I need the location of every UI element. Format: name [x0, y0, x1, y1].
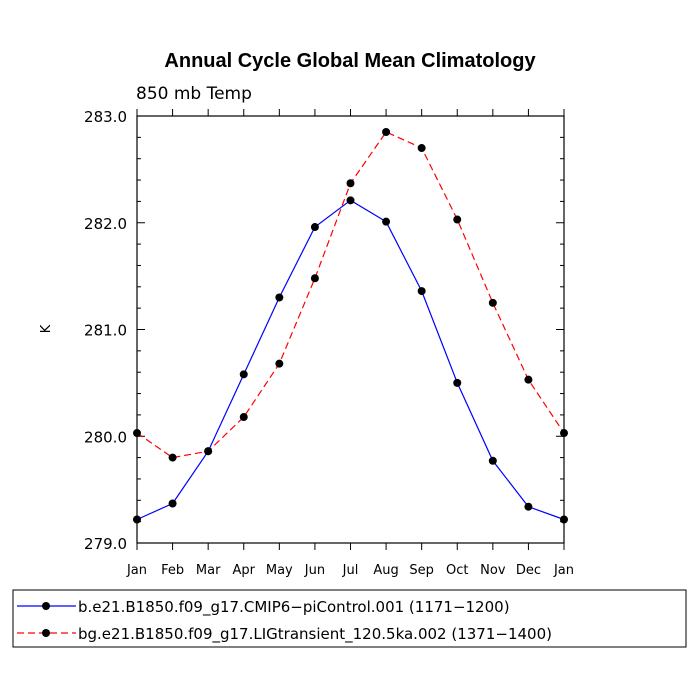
x-tick-label: Aug — [373, 563, 398, 578]
data-point — [275, 293, 284, 302]
data-point — [239, 413, 248, 422]
data-point — [524, 502, 533, 511]
data-point — [382, 128, 391, 137]
legend-label: bg.e21.B1850.f09_g17.LIGtransient_120.5k… — [78, 625, 552, 644]
y-tick-label: 280.0 — [84, 428, 127, 446]
data-point — [310, 274, 319, 283]
y-tick-label: 279.0 — [84, 535, 127, 553]
data-point — [204, 447, 213, 456]
legend-marker — [42, 629, 50, 637]
x-tick-label: Feb — [161, 563, 184, 578]
x-tick-label: Jan — [126, 563, 147, 578]
data-point — [275, 359, 284, 368]
series-line — [136, 199, 565, 521]
data-point — [382, 217, 391, 226]
data-point — [346, 179, 355, 188]
chart-subtitle: 850 mb Temp — [136, 84, 252, 104]
data-point — [133, 429, 141, 438]
x-tick-label: May — [266, 563, 293, 578]
data-point — [239, 370, 248, 379]
x-tick-label: Jun — [304, 563, 325, 578]
y-tick-label: 282.0 — [84, 215, 127, 233]
y-tick-label: 281.0 — [84, 322, 127, 340]
x-tick-label: Mar — [196, 563, 221, 578]
data-point — [417, 287, 426, 296]
data-point — [346, 196, 355, 205]
legend-label: b.e21.B1850.f09_g17.CMIP6−piControl.001 … — [78, 598, 510, 617]
x-tick-label: Jan — [553, 563, 574, 578]
legend: b.e21.B1850.f09_g17.CMIP6−piControl.001 … — [12, 589, 687, 648]
series-layer — [133, 128, 568, 524]
y-tick-label: 283.0 — [84, 108, 127, 126]
x-tick-label: Sep — [409, 563, 434, 578]
data-point — [168, 453, 177, 462]
chart-title: Annual Cycle Global Mean Climatology — [164, 50, 536, 72]
data-point — [453, 378, 462, 387]
data-point — [560, 515, 568, 524]
data-point — [133, 515, 141, 524]
data-point — [560, 429, 568, 438]
legend-marker — [42, 602, 50, 610]
data-point — [488, 456, 497, 465]
data-point — [488, 298, 497, 307]
y-axis-label: K — [39, 324, 54, 333]
series-1 — [133, 128, 568, 462]
legend-box — [12, 589, 687, 648]
x-tick-label: Apr — [233, 563, 256, 578]
data-point — [168, 499, 177, 508]
data-point — [310, 223, 319, 232]
data-point — [524, 375, 533, 384]
x-tick-label: Jul — [342, 563, 359, 578]
data-point — [453, 215, 462, 224]
x-tick-label: Oct — [446, 563, 468, 578]
series-0 — [133, 196, 568, 524]
x-tick-label: Dec — [516, 563, 541, 578]
data-point — [417, 144, 426, 153]
axes: 279.0 280.0 281.0 282.0 283.0 Jan Feb Mar Apr May… — [84, 108, 574, 578]
x-tick-label: Nov — [480, 563, 506, 578]
